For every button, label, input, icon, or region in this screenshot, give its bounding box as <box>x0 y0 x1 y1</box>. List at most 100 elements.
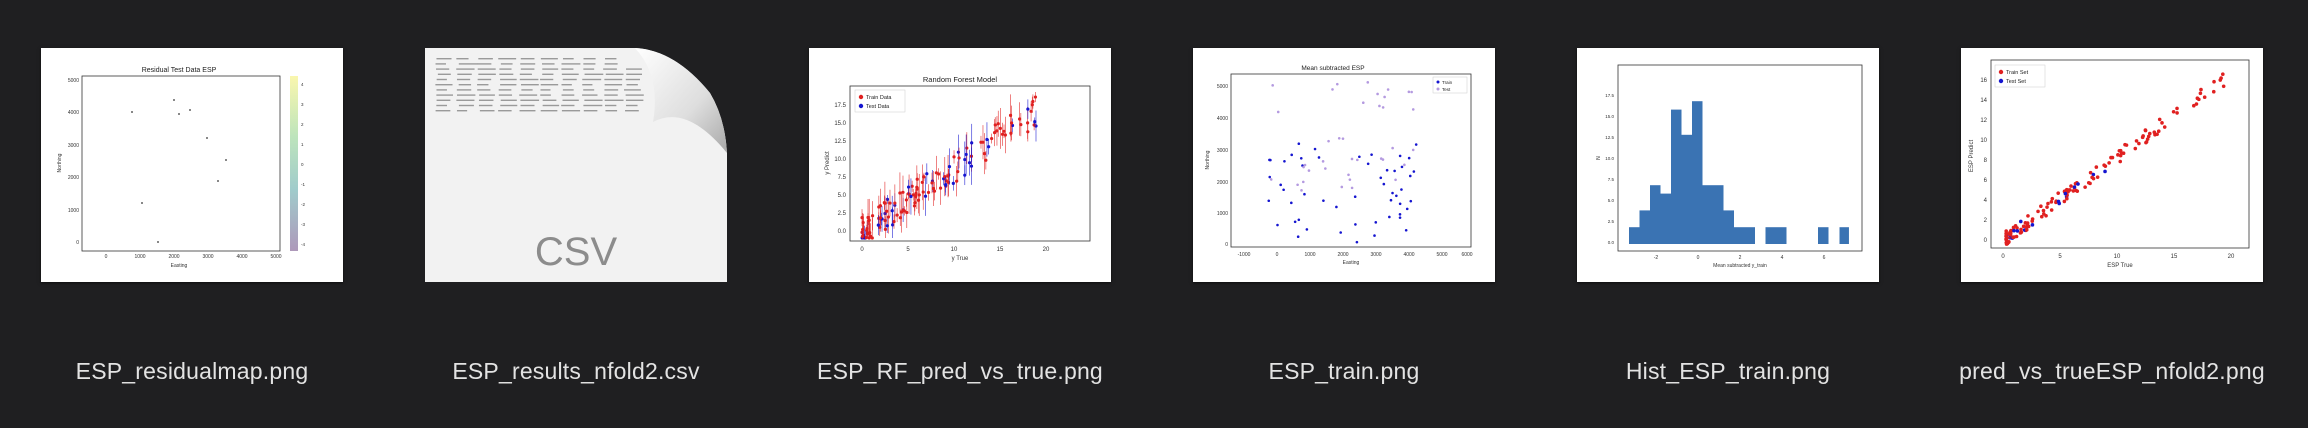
csv-cell <box>477 89 491 91</box>
csv-cell <box>436 78 447 81</box>
data-point <box>2137 141 2141 146</box>
train-preview: Mean subtracted ESP -1000 0 1000 2000 30… <box>1205 65 1473 266</box>
data-point <box>2041 208 2046 213</box>
csv-cell <box>456 99 475 101</box>
legend-test: Test <box>1442 87 1451 92</box>
data-point <box>1382 182 1386 186</box>
data-point <box>2015 229 2020 233</box>
data-point <box>877 205 881 209</box>
csv-cell <box>582 94 598 96</box>
data-point <box>922 175 926 179</box>
data-point <box>1279 183 1282 187</box>
data-point <box>864 236 868 240</box>
file-item-hist-train[interactable]: -2 0 2 4 6 Mean subtracted y_train 0.0 2… <box>1536 0 1920 428</box>
csv-cell <box>520 104 535 107</box>
data-point <box>2219 76 2223 80</box>
data-point <box>1002 129 1006 133</box>
image-thumbnail[interactable]: Random Forest Model 0 5 10 15 20 y True … <box>809 48 1111 282</box>
y-tick: 2.5 <box>1608 219 1615 224</box>
data-point <box>895 213 899 217</box>
data-point <box>2147 131 2152 136</box>
file-name[interactable]: Hist_ESP_train.png <box>1625 358 1831 384</box>
data-point <box>1341 137 1345 140</box>
data-point <box>957 156 961 160</box>
y-tick: 1000 <box>1217 211 1228 217</box>
y-tick: 7.5 <box>1608 177 1615 182</box>
hist-bar <box>1744 227 1755 244</box>
data-point <box>2146 134 2151 139</box>
x-tick: 6000 <box>1461 252 1472 258</box>
x-tick: -1000 <box>1238 252 1251 258</box>
data-point <box>878 216 883 220</box>
data-point <box>1290 201 1293 205</box>
data-point <box>2175 111 2179 115</box>
csv-cell <box>605 58 617 60</box>
file-item-rf-pred-vs-true[interactable]: Random Forest Model 0 5 10 15 20 y True … <box>768 0 1152 428</box>
plot-frame <box>1990 59 2250 249</box>
data-point <box>1317 156 1321 159</box>
x-tick: 0 <box>2001 254 2005 260</box>
image-thumbnail[interactable]: -2 0 2 4 6 Mean subtracted y_train 0.0 2… <box>1577 48 1879 282</box>
data-point <box>1366 81 1370 84</box>
data-point <box>1031 99 1035 104</box>
data-point <box>925 172 929 176</box>
x-label: ESP True <box>2107 263 2133 269</box>
hist-bar <box>1639 210 1650 244</box>
data-point <box>2162 125 2167 129</box>
y-tick: 0.0 <box>838 229 847 235</box>
csv-cell <box>604 99 624 101</box>
y-tick: 4000 <box>1217 116 1228 122</box>
y-tick: 1000 <box>68 208 79 214</box>
data-point <box>1398 216 1402 219</box>
csv-cell <box>604 78 623 81</box>
data-point <box>2004 229 2009 233</box>
file-name[interactable]: pred_vs_trueESP_nfold2.png <box>1959 358 2265 384</box>
data-point <box>1340 185 1344 189</box>
csv-cell <box>604 104 617 107</box>
plot-title: Random Forest Model <box>923 75 998 84</box>
csv-cell <box>562 78 577 81</box>
data-point <box>1376 92 1379 96</box>
image-thumbnail[interactable]: 0 5 10 15 20 ESP True 0 2 4 6 8 10 12 14… <box>1961 48 2263 282</box>
csv-cell <box>542 104 560 107</box>
y-label: N <box>1596 156 1602 160</box>
csv-cell <box>625 94 644 96</box>
file-name[interactable]: ESP_results_nfold2.csv <box>452 358 700 384</box>
file-item-pred-vs-true-nfold2[interactable]: 0 5 10 15 20 ESP True 0 2 4 6 8 10 12 14… <box>1920 0 2304 428</box>
data-point <box>2144 140 2148 145</box>
y-tick: 12.5 <box>834 139 846 145</box>
plot-title: Residual Test Data ESP <box>142 67 217 74</box>
csv-cell <box>457 73 472 75</box>
csv-cell <box>540 94 551 96</box>
csv-cell <box>584 99 603 101</box>
x-tick: 0 <box>1276 252 1279 258</box>
data-point <box>2103 169 2107 174</box>
file-item-results-csv[interactable]: CSV ESP_results_nfold2.csv <box>384 0 768 428</box>
csv-document-icon[interactable]: CSV <box>425 48 727 282</box>
csv-cell <box>499 68 512 70</box>
image-thumbnail[interactable]: Mean subtracted ESP -1000 0 1000 2000 30… <box>1193 48 1495 282</box>
file-name[interactable]: ESP_train.png <box>1268 358 1420 384</box>
data-point <box>2211 89 2216 94</box>
data-point <box>1283 159 1286 163</box>
data-point <box>1398 202 1402 206</box>
image-thumbnail[interactable]: Residual Test Data ESP 0 1000 2000 3000 … <box>41 48 343 282</box>
data-point <box>1389 198 1393 202</box>
data-point <box>1033 120 1037 124</box>
csv-cell <box>456 68 475 70</box>
data-point <box>1296 235 1300 239</box>
data-point <box>1313 147 1317 151</box>
data-point <box>870 214 875 218</box>
file-name[interactable]: ESP_RF_pred_vs_true.png <box>817 358 1103 384</box>
file-item-esp-train[interactable]: Mean subtracted ESP -1000 0 1000 2000 30… <box>1152 0 1536 428</box>
csv-cell <box>583 89 595 91</box>
y-tick: 2000 <box>1217 180 1228 186</box>
file-item-residualmap[interactable]: Residual Test Data ESP 0 1000 2000 3000 … <box>0 0 384 428</box>
plot-frame <box>1230 73 1472 248</box>
hist-bar <box>1765 227 1776 244</box>
data-point <box>1033 95 1038 99</box>
data-point <box>1407 90 1411 94</box>
data-point <box>2072 185 2077 189</box>
csv-cell <box>540 110 558 112</box>
file-name[interactable]: ESP_residualmap.png <box>75 358 309 384</box>
